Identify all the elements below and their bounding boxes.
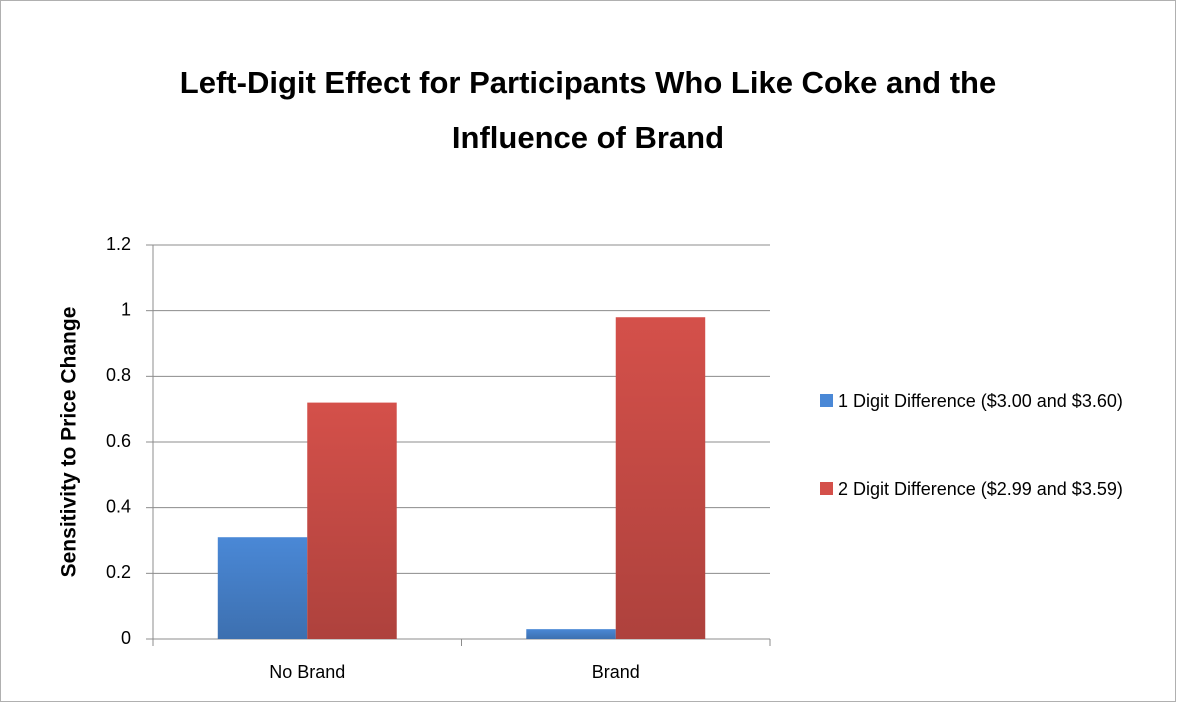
y-tick-label: 0.8: [106, 365, 131, 385]
y-tick-label: 1.2: [106, 234, 131, 254]
legend-label: 1 Digit Difference ($3.00 and $3.60): [838, 391, 1123, 411]
bar-shade: [615, 317, 706, 639]
x-tick-label: No Brand: [269, 662, 345, 682]
legend-swatch: [820, 394, 833, 407]
legend-label: 2 Digit Difference ($2.99 and $3.59): [838, 479, 1123, 499]
bar-shade: [217, 537, 308, 639]
y-tick-label: 1: [121, 299, 131, 319]
y-tick-label: 0.2: [106, 562, 131, 582]
bar-shade: [526, 629, 616, 639]
y-tick-label: 0: [121, 628, 131, 648]
chart-title: Left-Digit Effect for Participants Who L…: [179, 65, 997, 155]
y-tick-label: 0.4: [106, 496, 131, 516]
bar-shade: [307, 402, 397, 639]
legend-swatch: [820, 482, 833, 495]
y-axis-label: Sensitivity to Price Change: [58, 307, 81, 578]
x-tick-label: Brand: [592, 662, 640, 682]
y-tick-label: 0.6: [106, 431, 131, 451]
